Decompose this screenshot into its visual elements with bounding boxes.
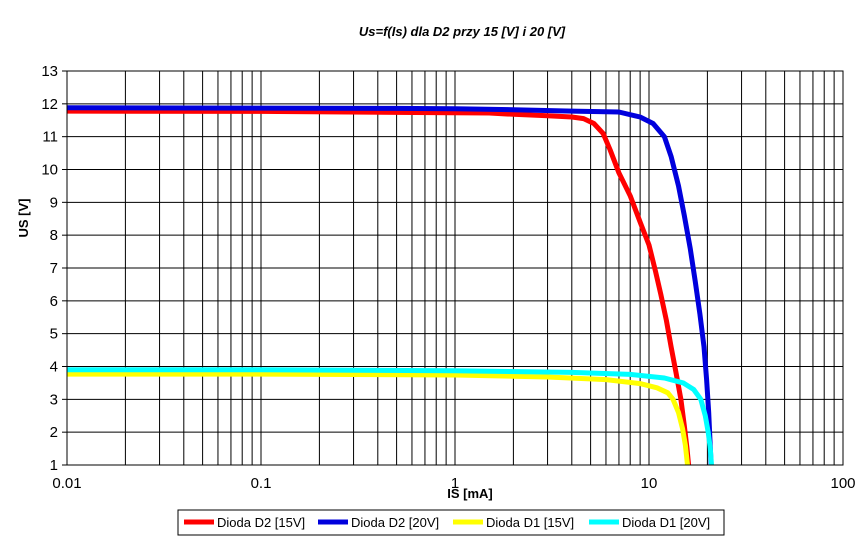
- x-tick-label: 0.1: [251, 475, 272, 492]
- y-axis-title: US [V]: [16, 199, 31, 238]
- legend-label: Dioda D1 [15V]: [486, 515, 574, 530]
- x-axis-title: IS [mA]: [447, 486, 493, 501]
- y-tick-label: 6: [50, 293, 58, 310]
- x-tick-label: 0.01: [52, 475, 81, 492]
- y-tick-label: 1: [50, 457, 58, 474]
- y-tick-label: 7: [50, 260, 58, 277]
- y-tick-label: 11: [42, 129, 58, 146]
- legend-label: Dioda D1 [20V]: [622, 515, 710, 530]
- chart-title: Us=f(Is) dla D2 przy 15 [V] i 20 [V]: [359, 24, 566, 39]
- x-tick-label: 1: [451, 475, 459, 492]
- y-tick-label: 8: [50, 227, 58, 244]
- legend-label: Dioda D2 [15V]: [217, 515, 305, 530]
- y-tick-label: 12: [41, 96, 58, 113]
- y-tick-label: 2: [50, 424, 58, 441]
- series-line-2: [66, 105, 714, 466]
- grid: [62, 70, 843, 466]
- legend: Dioda D2 [15V] Dioda D2 [20V] Dioda D1 [15…: [177, 509, 725, 536]
- x-tick-labels: 0.01 0.1 1 10 100: [52, 475, 855, 492]
- series-lines: [66, 105, 714, 466]
- series-line-1: [66, 108, 692, 466]
- x-tick-label: 10: [641, 475, 658, 492]
- series-line-3: [67, 371, 690, 466]
- plot-frame: [66, 70, 844, 466]
- x-tick-label: 100: [830, 475, 855, 492]
- y-tick-label: 5: [50, 326, 58, 343]
- series-line-4: [67, 367, 714, 466]
- y-tick-label: 10: [41, 162, 58, 179]
- legend-label: Dioda D2 [20V]: [351, 515, 439, 530]
- y-tick-label: 4: [50, 359, 58, 376]
- y-tick-label: 9: [50, 194, 58, 211]
- y-tick-label: 13: [41, 63, 58, 80]
- y-tick-label: 3: [50, 391, 58, 408]
- legend-box: [177, 509, 725, 536]
